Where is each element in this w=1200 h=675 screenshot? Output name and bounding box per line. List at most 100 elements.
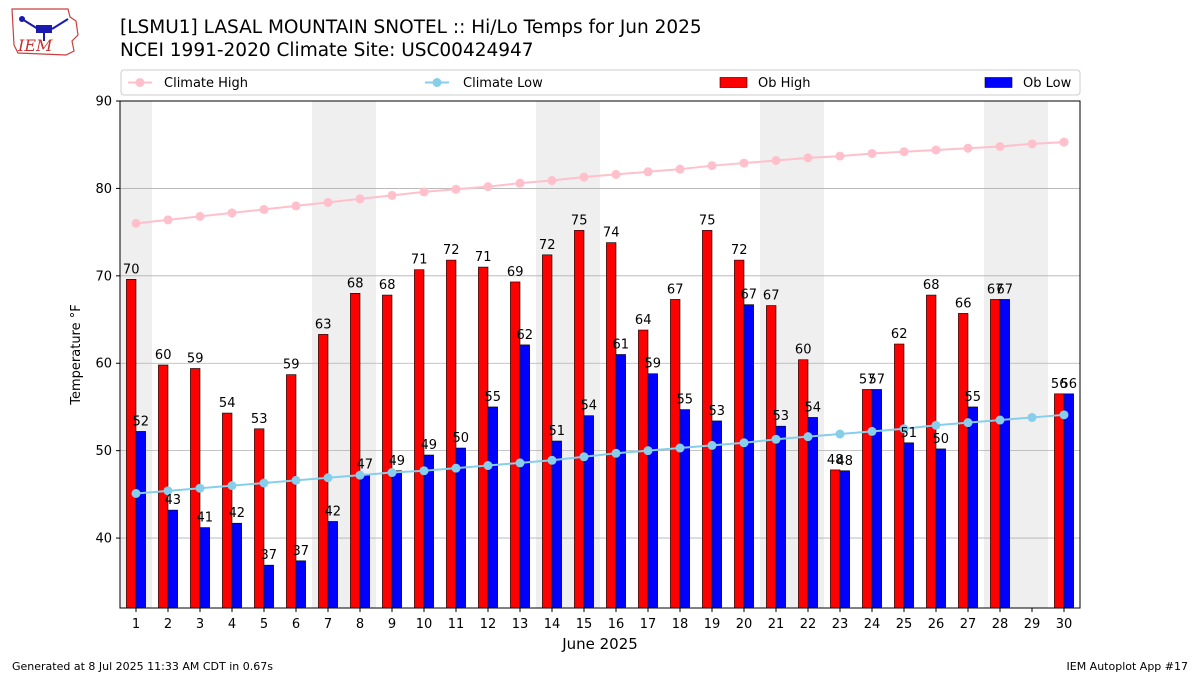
ob-high-bar-18 xyxy=(670,299,681,609)
legend-ob-low-label: Ob Low xyxy=(1023,76,1072,91)
ob-low-label-21: 53 xyxy=(773,409,790,424)
ob-high-bar-2 xyxy=(158,364,169,609)
climate-low-point-20 xyxy=(739,438,749,448)
ob-low-bar-27 xyxy=(967,406,978,609)
climate-high-point-8 xyxy=(355,194,365,204)
ob-low-label-23: 48 xyxy=(837,454,854,469)
x-tick-label-30: 30 xyxy=(1056,617,1073,632)
climate-high-point-10 xyxy=(419,187,429,197)
ob-high-label-16: 74 xyxy=(603,226,620,241)
climate-high-point-28 xyxy=(995,141,1005,151)
ob-low-label-10: 49 xyxy=(421,438,438,453)
ob-low-label-28: 67 xyxy=(997,282,1014,297)
x-tick-label-19: 19 xyxy=(704,617,721,632)
climate-high-point-9 xyxy=(387,190,397,200)
climate-low-point-26 xyxy=(931,420,941,430)
ob-low-label-8: 47 xyxy=(357,457,374,472)
climate-high-point-14 xyxy=(547,176,557,186)
climate-high-point-3 xyxy=(195,211,205,221)
ob-low-label-22: 54 xyxy=(805,400,822,415)
x-tick-label-3: 3 xyxy=(196,617,204,632)
x-tick-label-15: 15 xyxy=(576,617,593,632)
climate-low-point-3 xyxy=(195,483,205,493)
climate-high-point-7 xyxy=(323,197,333,207)
climate-high-line xyxy=(135,141,1065,225)
ob-low-label-24: 57 xyxy=(869,372,886,387)
ob-low-bar-6 xyxy=(295,560,306,609)
ob-low-label-20: 67 xyxy=(741,288,758,303)
climate-low-point-2 xyxy=(163,486,173,496)
ob-high-label-21: 67 xyxy=(763,289,780,304)
ob-low-label-14: 51 xyxy=(549,424,566,439)
generated-note: Generated at 8 Jul 2025 11:33 AM CDT in … xyxy=(12,660,273,673)
ob-low-bar-20 xyxy=(743,304,754,609)
x-tick-label-12: 12 xyxy=(480,617,497,632)
ob-high-bar-30 xyxy=(1054,393,1065,609)
ob-high-label-30: 56 xyxy=(1051,377,1068,392)
x-tick-label-4: 4 xyxy=(228,617,236,632)
ob-high-label-25: 62 xyxy=(891,327,908,342)
ob-low-bar-4 xyxy=(231,522,242,609)
ob-high-label-26: 68 xyxy=(923,278,940,293)
climate-high-point-11 xyxy=(451,184,461,194)
climate-high-point-4 xyxy=(227,208,237,218)
climate-low-point-17 xyxy=(643,446,653,456)
climate-low-point-29 xyxy=(1027,412,1037,422)
climate-low-point-8 xyxy=(355,470,365,480)
ob-low-label-15: 54 xyxy=(581,399,598,414)
ob-high-bar-9 xyxy=(382,294,393,609)
x-tick-label-24: 24 xyxy=(864,617,881,632)
climate-high-point-2 xyxy=(163,215,173,225)
ob-high-bar-24 xyxy=(862,389,873,609)
ob-low-bar-3 xyxy=(199,527,210,609)
x-tick-label-7: 7 xyxy=(324,617,332,632)
x-tick-label-17: 17 xyxy=(640,617,657,632)
bar-labels: 70 52 60 43 59 41 54 42 53 37 59 37 63 42 68 47 68 49 71 49… xyxy=(123,213,1077,563)
ob-low-label-25: 51 xyxy=(901,426,918,441)
chart-title: [LSMU1] LASAL MOUNTAIN SNOTEL :: Hi/Lo T… xyxy=(120,17,702,38)
ob-low-bar-12 xyxy=(487,406,498,609)
x-tick-label-25: 25 xyxy=(896,617,913,632)
climate-high-point-17 xyxy=(643,167,653,177)
ob-high-bar-22 xyxy=(798,359,809,609)
ob-low-bar-5 xyxy=(263,564,274,609)
ob-high-bar-26 xyxy=(926,294,937,609)
climate-low-point-23 xyxy=(835,429,845,439)
climate-low-point-15 xyxy=(579,452,589,462)
climate-low-point-28 xyxy=(995,415,1005,425)
ob-high-label-14: 72 xyxy=(539,238,556,253)
ob-low-bar-25 xyxy=(903,442,914,609)
ob-low-bar-26 xyxy=(935,448,946,609)
climate-low-point-13 xyxy=(515,458,525,468)
ob-high-bar-1 xyxy=(126,279,137,609)
climate-low-point-7 xyxy=(323,473,333,483)
climate-low-point-19 xyxy=(707,440,717,450)
climate-low-point-6 xyxy=(291,475,301,485)
ob-high-bar-19 xyxy=(702,230,713,609)
ob-low-bar-13 xyxy=(519,344,530,609)
ob-high-bar-12 xyxy=(478,266,489,609)
y-axis-label: Temperature °F xyxy=(69,304,84,405)
ob-high-label-13: 69 xyxy=(507,265,524,280)
iem-logo: IEM xyxy=(8,5,80,63)
legend-climate-low-label: Climate Low xyxy=(463,76,543,91)
legend-ob-low-swatch xyxy=(984,77,1013,88)
climate-high-point-13 xyxy=(515,178,525,188)
x-tick-label-2: 2 xyxy=(164,617,172,632)
y-tick-label-50: 50 xyxy=(95,444,112,459)
climate-high-point-16 xyxy=(611,169,621,179)
legend-ob-high-swatch xyxy=(719,77,748,88)
ob-high-label-2: 60 xyxy=(155,348,172,363)
climate-low-point-11 xyxy=(451,463,461,473)
climate-low-point-27 xyxy=(963,418,973,428)
ob-low-label-2: 43 xyxy=(165,493,182,508)
ob-high-label-20: 72 xyxy=(731,243,748,258)
ob-low-label-3: 41 xyxy=(197,511,214,526)
ob-high-label-1: 70 xyxy=(123,262,140,277)
climate-low-point-24 xyxy=(867,426,877,436)
ob-high-label-7: 63 xyxy=(315,317,332,332)
climate-low-point-12 xyxy=(483,461,493,471)
ob-low-label-9: 49 xyxy=(389,454,406,469)
